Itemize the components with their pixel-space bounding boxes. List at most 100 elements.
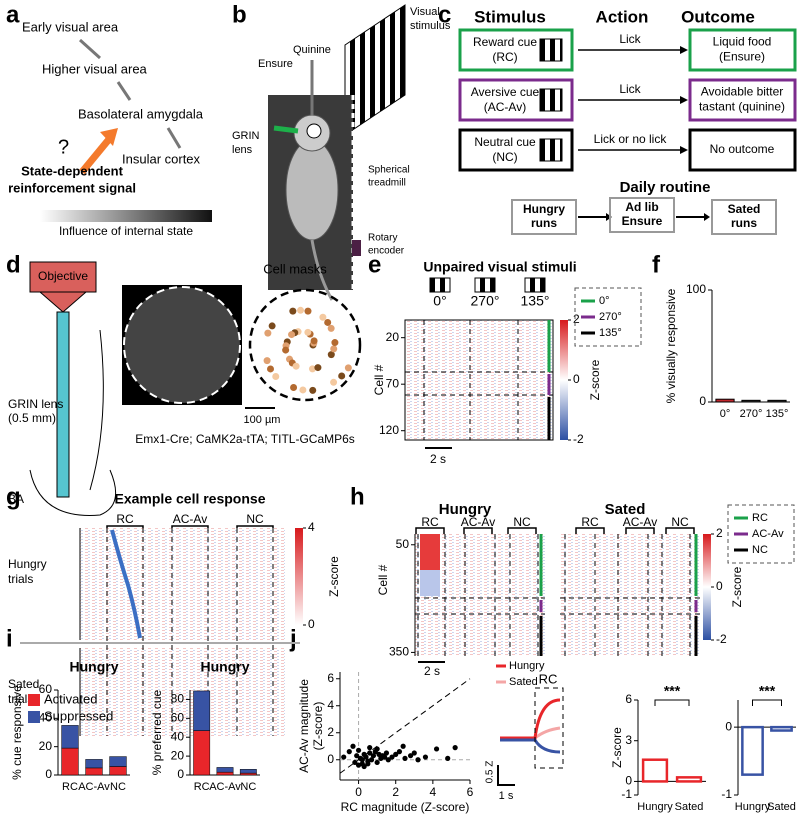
- point: [374, 746, 380, 752]
- y-tick-label: 60: [39, 682, 53, 696]
- stimulus-label: stimulus: [410, 20, 451, 32]
- bar: [767, 399, 787, 403]
- cue-label: AC-Av: [461, 515, 495, 529]
- cell-mask: [297, 306, 305, 314]
- bar: [741, 399, 761, 403]
- x-tick-label: 0°: [720, 408, 731, 420]
- bar-segment: [109, 756, 127, 767]
- point: [381, 754, 388, 760]
- routine-box: [511, 199, 577, 235]
- cell-mask: [314, 364, 322, 372]
- panel-letter: b: [232, 1, 247, 28]
- cue-label: AC-Av: [173, 512, 207, 526]
- brain-area: Higher visual area: [42, 61, 148, 76]
- lens-label: GRIN: [232, 130, 260, 142]
- bar: [641, 758, 669, 783]
- mouse-body: [285, 139, 339, 241]
- column-header: Outcome: [681, 7, 755, 26]
- bar-segment: [61, 747, 79, 776]
- stimulus-text: (AC-Av): [484, 100, 526, 114]
- point: [389, 754, 395, 760]
- condition-title: Sated: [605, 501, 646, 518]
- x-tick-label: AC-Av: [209, 781, 241, 793]
- question-mark: ?: [58, 136, 69, 158]
- x-tick-label: Sated: [675, 801, 704, 813]
- y-tick-label: 20: [171, 748, 185, 762]
- stimulus-label: 0°: [433, 293, 446, 309]
- stimulus-label: 135°: [521, 293, 550, 309]
- arrow-head: [680, 146, 688, 154]
- lick-trace: [110, 529, 142, 639]
- masks-label: Cell masks: [263, 261, 327, 276]
- y-tick-label: 6: [327, 671, 334, 685]
- rc-suppression: [420, 570, 440, 596]
- y-label: % preferred cue: [150, 689, 164, 775]
- point: [385, 757, 391, 763]
- lens-label: (0.5 mm): [8, 411, 56, 425]
- bar-segment: [216, 767, 234, 773]
- point: [368, 757, 375, 763]
- panel-letter: j: [289, 625, 297, 652]
- significance-bracket: [752, 699, 782, 706]
- row-label: Hungry: [8, 557, 47, 571]
- grin-rod: [56, 311, 70, 498]
- point: [402, 755, 408, 762]
- treadmill-label: treadmill: [368, 178, 406, 189]
- bar-segment: [61, 725, 79, 749]
- cue-label: RC: [421, 515, 439, 529]
- y-tick-label: 0: [177, 767, 184, 781]
- legend-label: Hungry: [509, 660, 545, 672]
- rc-activation: [420, 534, 440, 570]
- y-label: Cell #: [376, 564, 390, 595]
- cue-bracket: [665, 527, 695, 534]
- y-tick-label: 120: [379, 423, 399, 437]
- point: [433, 746, 440, 752]
- condition-title: Hungry: [439, 501, 492, 518]
- cell-mask: [330, 345, 338, 353]
- y-label: Z-score: [610, 727, 624, 768]
- legend-box: [574, 287, 642, 347]
- outcome-text: Liquid food: [713, 35, 772, 49]
- encoder: [352, 240, 361, 256]
- colorbar-tick-label: 0: [573, 372, 580, 386]
- y-tick-label: 0: [725, 719, 732, 733]
- mask-circle: [248, 288, 362, 402]
- x-tick-label: RC: [194, 781, 210, 793]
- brain-area: Insular cortex: [122, 151, 201, 166]
- column-header: Action: [596, 7, 649, 26]
- x-tick-label: Sated: [767, 801, 796, 813]
- point: [354, 753, 360, 759]
- y-tick-label: 80: [171, 692, 185, 706]
- panel-title: Unpaired visual stimuli: [423, 259, 576, 275]
- y-label: AC-Av magnitude: [297, 679, 311, 773]
- scale-label: 1 s: [499, 790, 514, 802]
- cue-bracket: [507, 527, 537, 534]
- stimulus-box: [458, 128, 574, 172]
- heatmap: [560, 534, 700, 656]
- cell-mask: [344, 364, 352, 372]
- arrow: [78, 38, 102, 60]
- point: [374, 759, 380, 766]
- row-label: Sated: [8, 677, 39, 691]
- signal-label: reinforcement signal: [8, 180, 136, 195]
- y-tick-label: 6: [625, 692, 632, 706]
- x-tick-label: 4: [430, 785, 437, 799]
- cell-mask: [310, 337, 318, 345]
- legend-box: [727, 504, 795, 564]
- ensure-label: Ensure: [258, 58, 293, 70]
- routine-text: Ensure: [622, 214, 663, 228]
- objective-tip: [38, 291, 88, 313]
- bar: [675, 776, 703, 783]
- stimulus-icon: [474, 277, 496, 293]
- x-tick-label: NC: [110, 781, 126, 793]
- treadmill-label: Spherical: [368, 165, 410, 176]
- colorbar-label: Z-score: [327, 556, 341, 597]
- x-tick-label: 2: [392, 785, 399, 799]
- colorbar-tick-label: 0: [716, 579, 723, 593]
- x-label: RC magnitude (Z-score): [341, 800, 470, 814]
- lens-label: GRIN lens: [8, 397, 63, 411]
- legend-label: Suppressed: [44, 708, 113, 723]
- point: [346, 749, 352, 755]
- scale-label: 100 µm: [244, 414, 281, 426]
- legend-label: Sated: [509, 676, 538, 688]
